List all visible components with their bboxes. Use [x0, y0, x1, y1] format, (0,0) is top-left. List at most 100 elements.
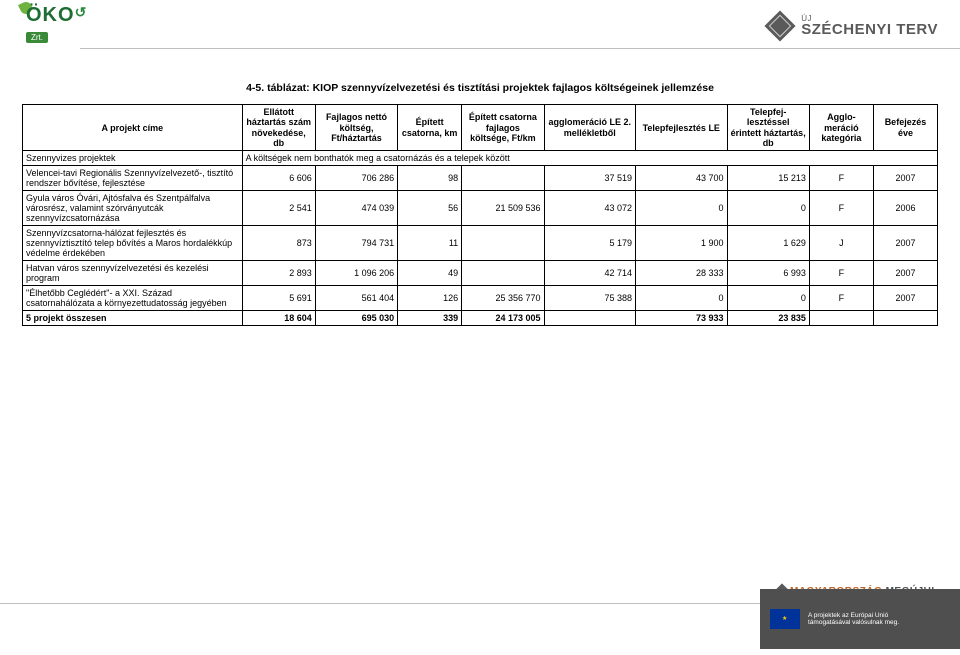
oko-label: ÖKO — [26, 4, 75, 26]
table-row: Velencei-tavi Regionális Szennyvízelveze… — [23, 166, 938, 191]
oko-text: ÖKO↺ — [26, 4, 87, 27]
table-row: Hatvan város szennyvízelvezetési és keze… — [23, 261, 938, 286]
zrt-badge: Zrt. — [26, 32, 48, 43]
diamond-icon — [765, 10, 796, 41]
eu-line2: támogatásával valósulnak meg. — [808, 619, 899, 626]
cell: 75 388 — [544, 286, 636, 311]
cell: 5 691 — [242, 286, 315, 311]
header-divider — [80, 48, 960, 49]
col-header: Ellátott háztartás szám növekedése, db — [242, 105, 315, 151]
cell: 25 356 770 — [462, 286, 544, 311]
szechenyi-logo: ÚJ SZÉCHENYI TERV — [769, 14, 938, 38]
col-header: Épített csatorna, km — [398, 105, 462, 151]
cell: 873 — [242, 226, 315, 261]
cell: 2007 — [873, 166, 937, 191]
row-label: "Élhetőbb Ceglédért"- a XXI. Század csat… — [23, 286, 243, 311]
cell: 23 835 — [727, 311, 809, 326]
footer-divider — [0, 603, 760, 604]
col-header: A projekt címe — [23, 105, 243, 151]
group-label: Szennyvizes projektek — [23, 151, 243, 166]
cost-table: A projekt címe Ellátott háztartás szám n… — [22, 104, 938, 326]
cell: F — [809, 286, 873, 311]
cell: 28 333 — [636, 261, 728, 286]
cell: 1 629 — [727, 226, 809, 261]
cell: 2 893 — [242, 261, 315, 286]
cell: 561 404 — [315, 286, 397, 311]
eu-footer-text: A projektek az Európai Unió támogatásáva… — [808, 612, 899, 627]
cell: J — [809, 226, 873, 261]
cell: 474 039 — [315, 191, 397, 226]
col-header: Agglo-meráció kategória — [809, 105, 873, 151]
table-row: Szennyvízcsatorna-hálózat fejlesztés és … — [23, 226, 938, 261]
cell: 0 — [636, 286, 728, 311]
cell: 5 179 — [544, 226, 636, 261]
cell: 0 — [727, 286, 809, 311]
cell: F — [809, 261, 873, 286]
cell: 2 541 — [242, 191, 315, 226]
table-caption: 4-5. táblázat: KIOP szennyvízelvezetési … — [22, 82, 938, 94]
cell: 1 096 206 — [315, 261, 397, 286]
col-header: Befejezés éve — [873, 105, 937, 151]
cell: F — [809, 191, 873, 226]
cell: 2007 — [873, 286, 937, 311]
cell: 21 509 536 — [462, 191, 544, 226]
cell: 794 731 — [315, 226, 397, 261]
eu-line1: A projektek az Európai Unió — [808, 612, 888, 619]
row-label: Gyula város Óvári, Ajtósfalva és Szentpá… — [23, 191, 243, 226]
cell — [462, 166, 544, 191]
eu-flag-icon — [770, 609, 800, 629]
cell: 43 072 — [544, 191, 636, 226]
cell: 6 993 — [727, 261, 809, 286]
table-row: Gyula város Óvári, Ajtósfalva és Szentpá… — [23, 191, 938, 226]
row-label: Szennyvízcsatorna-hálózat fejlesztés és … — [23, 226, 243, 261]
cell — [462, 261, 544, 286]
cell: 2006 — [873, 191, 937, 226]
group-row: Szennyvizes projektek A költségek nem bo… — [23, 151, 938, 166]
table-header-row: A projekt címe Ellátott háztartás szám n… — [23, 105, 938, 151]
cell: 1 900 — [636, 226, 728, 261]
cell: 15 213 — [727, 166, 809, 191]
col-header: Épített csatorna fajlagos költsége, Ft/k… — [462, 105, 544, 151]
col-header: Fajlagos nettó költség, Ft/háztartás — [315, 105, 397, 151]
cell: 706 286 — [315, 166, 397, 191]
cell: 18 604 — [242, 311, 315, 326]
cell — [873, 311, 937, 326]
cell: 24 173 005 — [462, 311, 544, 326]
row-label: Velencei-tavi Regionális Szennyvízelveze… — [23, 166, 243, 191]
row-label: 5 projekt összesen — [23, 311, 243, 326]
szechenyi-label: SZÉCHENYI TERV — [801, 21, 938, 38]
col-header: Telepfej-lesztéssel érintett háztartás, … — [727, 105, 809, 151]
group-note: A költségek nem bonthatók meg a csatorná… — [242, 151, 937, 166]
cell — [809, 311, 873, 326]
cell: 56 — [398, 191, 462, 226]
content-area: 4-5. táblázat: KIOP szennyvízelvezetési … — [0, 82, 960, 326]
total-row: 5 projekt összesen18 604695 03033924 173… — [23, 311, 938, 326]
table-row: "Élhetőbb Ceglédért"- a XXI. Század csat… — [23, 286, 938, 311]
cell: F — [809, 166, 873, 191]
cell: 339 — [398, 311, 462, 326]
oko-logo: ÖKO↺ Zrt. — [26, 4, 87, 45]
cell: 0 — [727, 191, 809, 226]
cell — [462, 226, 544, 261]
arrow-icon: ↺ — [75, 4, 88, 20]
eu-footer-block: A projektek az Európai Unió támogatásáva… — [760, 589, 960, 649]
szechenyi-text: ÚJ SZÉCHENYI TERV — [801, 14, 938, 38]
cell: 73 933 — [636, 311, 728, 326]
cell: 49 — [398, 261, 462, 286]
row-label: Hatvan város szennyvízelvezetési és keze… — [23, 261, 243, 286]
cell: 98 — [398, 166, 462, 191]
table-body: Szennyvizes projektek A költségek nem bo… — [23, 151, 938, 326]
page-header: ÖKO↺ Zrt. ÚJ SZÉCHENYI TERV — [0, 0, 960, 78]
page-footer: A projektek az Európai Unió támogatásáva… — [0, 603, 960, 655]
cell: 695 030 — [315, 311, 397, 326]
cell: 2007 — [873, 226, 937, 261]
cell: 43 700 — [636, 166, 728, 191]
cell: 2007 — [873, 261, 937, 286]
col-header: Telepfejlesztés LE — [636, 105, 728, 151]
cell: 0 — [636, 191, 728, 226]
cell: 126 — [398, 286, 462, 311]
cell: 37 519 — [544, 166, 636, 191]
cell — [544, 311, 636, 326]
cell: 11 — [398, 226, 462, 261]
cell: 42 714 — [544, 261, 636, 286]
